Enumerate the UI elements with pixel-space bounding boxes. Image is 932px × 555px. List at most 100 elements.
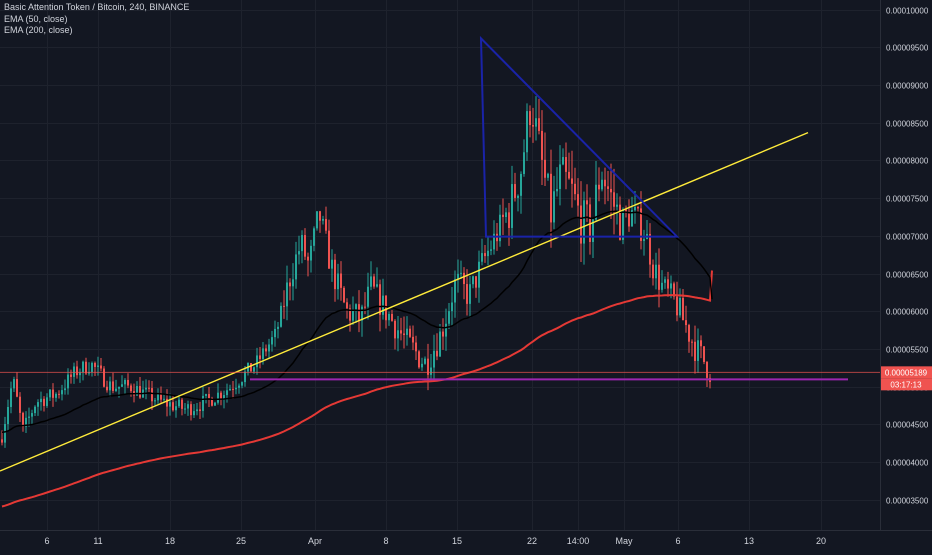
candle-body (571, 178, 573, 184)
candle-body (556, 188, 558, 192)
candle-body (163, 398, 165, 400)
countdown-tag: 03:17:13 (890, 380, 922, 389)
candle-body (103, 368, 105, 387)
candle-body (190, 404, 192, 416)
candle-body (274, 328, 276, 338)
candle-body (430, 367, 432, 375)
candle-body (319, 211, 321, 221)
candle-body (286, 282, 288, 307)
x-tick-label: 14:00 (567, 536, 590, 546)
candle-body (706, 361, 708, 378)
candle-body (97, 365, 99, 367)
y-tick-label: 0.00009500 (886, 44, 929, 53)
candle-body (595, 184, 597, 220)
candle-body (604, 179, 606, 187)
candle-body (412, 336, 414, 343)
legend-ema50: EMA (50, close) (4, 13, 68, 24)
candle-body (580, 205, 582, 244)
candle-body (145, 387, 147, 390)
candle-body (25, 417, 27, 427)
candle-body (433, 350, 435, 368)
candle-body (370, 276, 372, 287)
candle-body (298, 251, 300, 255)
candle-body (667, 279, 669, 289)
price-tags: 0.00005189 03:17:13 (881, 366, 932, 391)
candle-body (424, 358, 426, 364)
candle-body (664, 279, 666, 283)
candle-body (550, 173, 552, 223)
candle-body (283, 305, 285, 307)
candle-body (565, 157, 567, 172)
x-tick-label: 25 (236, 536, 246, 546)
candle-body (301, 235, 303, 252)
candle-body (676, 296, 678, 316)
candle-body (205, 394, 207, 396)
candle-body (4, 424, 6, 443)
candle-body (382, 295, 384, 315)
y-tick-label: 0.00006500 (886, 271, 929, 280)
candle-body (655, 264, 657, 279)
candle-body (493, 233, 495, 250)
x-tick-label: 8 (383, 536, 388, 546)
candle-body (625, 209, 627, 213)
legend: Basic Attention Token / Bitcoin, 240, BI… (4, 2, 189, 37)
candle-body (7, 406, 9, 425)
x-tick-label: 22 (527, 536, 537, 546)
candle-body (613, 192, 615, 207)
candle-body (364, 306, 366, 308)
candle-body (124, 379, 126, 385)
candle-body (541, 130, 543, 160)
candle-body (583, 200, 585, 244)
candle-body (289, 282, 291, 287)
candle-body (94, 362, 96, 367)
candle-body (682, 297, 684, 321)
candles (1, 96, 711, 448)
candle-body (592, 219, 594, 242)
candle-body (328, 230, 330, 269)
candle-body (76, 366, 78, 376)
y-tick-label: 0.00010000 (886, 7, 929, 16)
candle-body (121, 384, 123, 387)
candle-body (421, 363, 423, 368)
candle-body (649, 233, 651, 265)
candle-body (49, 389, 51, 398)
x-tick-label: 11 (93, 536, 102, 546)
candle-body (478, 261, 480, 288)
x-tick-label: 6 (675, 536, 680, 546)
candle-body (352, 310, 354, 321)
candle-body (43, 398, 45, 406)
candle-body (139, 386, 141, 398)
time-axis[interactable]: 6 11 18 25 Apr 8 15 22 14:00 May 6 13 20 (44, 536, 826, 546)
candle-body (553, 191, 555, 223)
candle-body (115, 388, 117, 391)
candle-body (466, 284, 468, 304)
x-tick-label: May (615, 536, 633, 546)
candle-body (697, 340, 699, 361)
y-tick-label: 0.00003500 (886, 497, 929, 506)
candle-body (52, 389, 54, 398)
candle-body (658, 264, 660, 290)
candle-body (82, 361, 84, 373)
candle-body (679, 297, 681, 316)
candle-body (235, 387, 237, 390)
candle-body (178, 399, 180, 407)
candle-body (265, 348, 267, 352)
candle-body (343, 287, 345, 303)
x-tick-label: 20 (816, 536, 826, 546)
candle-body (538, 118, 540, 131)
candle-body (64, 388, 66, 391)
candle-body (640, 208, 642, 241)
candle-body (487, 250, 489, 257)
x-tick-label: 15 (452, 536, 462, 546)
y-tick-label: 0.00007000 (886, 233, 929, 242)
candle-body (418, 351, 420, 368)
y-tick-label: 0.00004500 (886, 421, 929, 430)
trendline (0, 131, 809, 472)
candle-body (193, 411, 195, 416)
candle-body (463, 272, 465, 285)
price-tag: 0.00005189 (885, 368, 928, 377)
candle-body (442, 331, 444, 337)
candle-body (484, 253, 486, 257)
